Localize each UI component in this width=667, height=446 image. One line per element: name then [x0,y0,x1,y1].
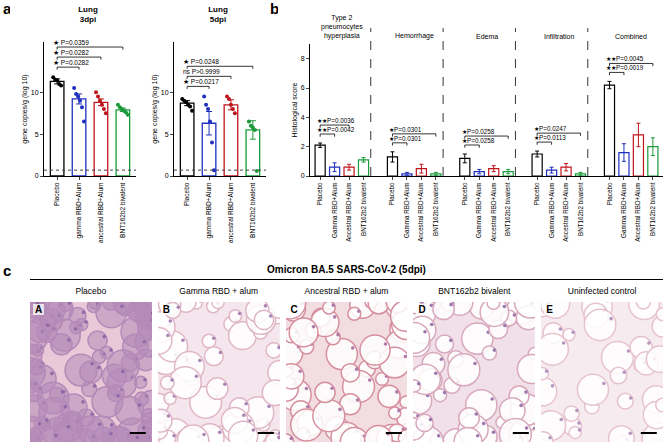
svg-text:2: 2 [301,143,305,150]
svg-text:BNT162b2 bivalent: BNT162b2 bivalent [649,182,656,236]
svg-text:Type 2pneumocyteshyperplasia: Type 2pneumocyteshyperplasia [321,14,363,40]
html-text:D: D [418,304,426,315]
svg-text:BNT162b2 bivalent: BNT162b2 bivalent [119,182,126,237]
svg-text:5: 5 [35,131,39,138]
svg-text:Gamma RBD+Alum: Gamma RBD+Alum [331,183,338,238]
svg-text:gamma RBD+Alum: gamma RBD+Alum [75,183,83,239]
svg-text:★P=0.0113: ★P=0.0113 [534,134,566,141]
svg-text:gamma RBD+Alum: gamma RBD+Alum [205,183,213,239]
svg-text:BNT162b2 bivalent: BNT162b2 bivalent [360,182,367,236]
svg-text:gene copies/g (log 10): gene copies/g (log 10) [151,74,159,143]
svg-text:★P=0.0301: ★P=0.0301 [389,126,422,133]
svg-text:★★P=0.0042: ★★P=0.0042 [317,126,355,133]
svg-text:Placebo: Placebo [389,182,396,205]
svg-text:4: 4 [301,114,305,121]
svg-text:Gamma RBD+Alum: Gamma RBD+Alum [620,183,627,238]
svg-text:6: 6 [301,84,305,91]
svg-text:Edema: Edema [476,33,498,40]
svg-text:Combined: Combined [615,33,647,40]
svg-text:Placebo: Placebo [606,182,613,205]
svg-text:★P=0.0258: ★P=0.0258 [462,128,495,135]
html-text:A: A [35,304,43,315]
svg-text:Ancestral RBD+Alum: Ancestral RBD+Alum [634,183,641,242]
svg-text:Placebo: Placebo [53,182,60,206]
svg-text:★★P=0.0019: ★★P=0.0019 [606,64,644,71]
svg-text:BNT162b2 bivalent: BNT162b2 bivalent [249,182,256,237]
svg-text:Ancestral RBD+Alum: Ancestral RBD+Alum [562,183,569,242]
html-text:b: b [270,0,280,17]
svg-text:0: 0 [165,172,169,179]
svg-text:Gamma RBD+Alum: Gamma RBD+Alum [475,183,482,238]
html-text:Placebo: Placebo [75,286,107,296]
html-text:BNT162b2 bivalent: BNT162b2 bivalent [438,286,511,296]
svg-text:5: 5 [165,131,169,138]
html-text:E: E [546,304,553,315]
svg-text:Placebo: Placebo [316,182,323,205]
svg-text:★ P=0.0282: ★ P=0.0282 [53,49,89,56]
svg-text:Ancestral RBD+Alum: Ancestral RBD+Alum [345,183,352,242]
html-text:c: c [3,262,12,279]
svg-text:0: 0 [301,172,305,179]
svg-text:Placebo: Placebo [183,182,190,206]
html-text:Ancestral RBD + alum: Ancestral RBD + alum [304,286,389,296]
svg-text:★★P=0.0036: ★★P=0.0036 [317,117,355,124]
html-text:a: a [3,0,12,17]
svg-text:★ P=0.0217: ★ P=0.0217 [183,78,219,85]
svg-text:Histological score: Histological score [291,82,299,137]
svg-text:Placebo: Placebo [533,182,540,205]
svg-text:Placebo: Placebo [461,182,468,205]
html-text:Gamma RBD + alum: Gamma RBD + alum [179,286,258,296]
svg-text:gene copies/g (log 10): gene copies/g (log 10) [21,74,29,143]
svg-text:8: 8 [301,55,305,62]
svg-text:10: 10 [161,89,169,96]
svg-text:Lung5dpi: Lung5dpi [208,5,228,24]
svg-text:★★P=0.0045: ★★P=0.0045 [606,55,644,62]
svg-text:Gamma RBD+Alum: Gamma RBD+Alum [548,183,555,238]
html-text:C: C [290,304,298,315]
svg-text:★ P=0.0359: ★ P=0.0359 [53,39,89,46]
svg-text:BNT162b2 bivalent: BNT162b2 bivalent [432,182,439,236]
svg-text:Gamma RBD+Alum: Gamma RBD+Alum [403,183,410,238]
svg-text:ns P>0.9999: ns P>0.9999 [183,68,220,75]
svg-text:Hemorrhage: Hemorrhage [395,32,434,40]
svg-text:0: 0 [35,172,39,179]
svg-text:Lung3dpi: Lung3dpi [78,5,98,24]
svg-text:★ P=0.0282: ★ P=0.0282 [53,59,89,66]
svg-text:★P=0.0301: ★P=0.0301 [389,135,422,142]
svg-text:Ancestral RBD+Alum: Ancestral RBD+Alum [490,183,497,242]
svg-text:★ P=0.0248: ★ P=0.0248 [183,58,219,65]
svg-text:Infiltration: Infiltration [544,33,574,40]
html-text:Uninfected control: Uninfected control [567,286,637,296]
svg-text:Ancestral RBD+Alum: Ancestral RBD+Alum [417,183,424,242]
svg-text:BNT162b2 bivalent: BNT162b2 bivalent [577,182,584,236]
svg-text:★P=0.0258: ★P=0.0258 [462,137,495,144]
svg-text:BNT162b2 bivalent: BNT162b2 bivalent [504,182,511,236]
svg-text:ancestral RBD+Alum: ancestral RBD+Alum [227,183,234,244]
html-text:B: B [162,304,170,315]
svg-text:★P=0.0247: ★P=0.0247 [534,125,567,132]
svg-text:10: 10 [31,89,39,96]
html-text:Omicron BA.5 SARS-CoV-2 (5dpi): Omicron BA.5 SARS-CoV-2 (5dpi) [267,264,426,275]
svg-text:ancestral RBD+Alum: ancestral RBD+Alum [97,183,104,244]
